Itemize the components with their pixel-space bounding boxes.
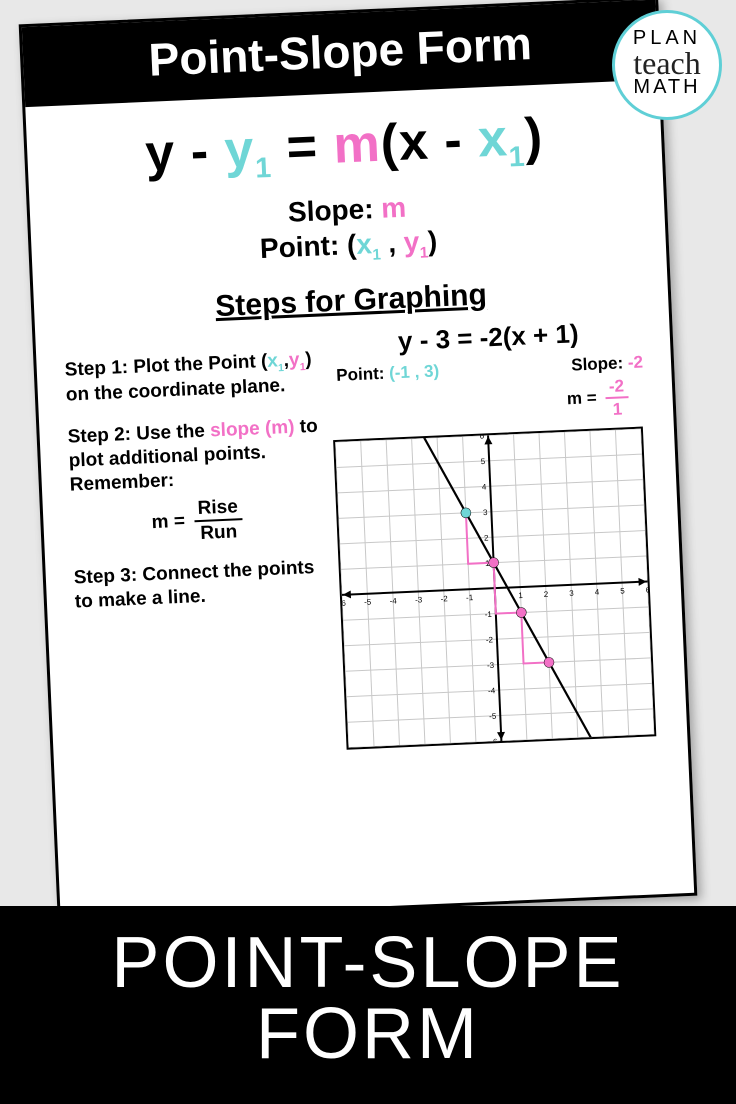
svg-text:-3: -3 [487, 660, 495, 669]
brand-logo: PLAN teach MATH [612, 10, 722, 120]
step-1: Step 1: Plot the Point (x1,y1) on the co… [64, 347, 321, 408]
svg-text:-1: -1 [466, 593, 474, 602]
svg-text:3: 3 [483, 507, 488, 516]
example-column: y - 3 = -2(x + 1) Point: (-1 , 3) Slope:… [328, 315, 665, 750]
step-3: Step 3: Connect the points to make a lin… [73, 556, 330, 615]
svg-text:1: 1 [518, 590, 523, 599]
svg-text:6: 6 [646, 585, 651, 594]
graph-svg: -6-6-5-5-4-4-3-3-2-2-1-1112233445566 [335, 428, 654, 747]
svg-text:-3: -3 [415, 595, 423, 604]
coordinate-graph: -6-6-5-5-4-4-3-3-2-2-1-1112233445566 [333, 426, 656, 749]
card-title: Point-Slope Form [22, 0, 659, 107]
svg-text:5: 5 [620, 586, 625, 595]
svg-text:-2: -2 [440, 594, 448, 603]
svg-text:-4: -4 [488, 686, 496, 695]
step-2: Step 2: Use the slope (m) to plot additi… [67, 415, 325, 497]
svg-text:-1: -1 [485, 609, 493, 618]
content-row: Step 1: Plot the Point (x1,y1) on the co… [35, 304, 688, 782]
step-2-formula: m = RiseRun [71, 494, 328, 549]
svg-text:4: 4 [482, 482, 487, 491]
formula-legend: Slope: m Point: (x1 , y1) [30, 178, 667, 279]
steps-column: Step 1: Plot the Point (x1,y1) on the co… [63, 329, 336, 761]
svg-text:-6: -6 [490, 737, 498, 746]
logo-line2: teach [615, 48, 719, 78]
svg-text:2: 2 [484, 533, 489, 542]
worksheet-card: Point-Slope Form y - y1 = m(x - x1) Slop… [19, 0, 698, 924]
svg-text:-4: -4 [389, 596, 397, 605]
footer-line2: FORM [0, 999, 736, 1070]
logo-line3: MATH [615, 78, 719, 97]
example-m-fraction: m = -21 [331, 376, 651, 430]
svg-text:-5: -5 [364, 597, 372, 606]
svg-text:2: 2 [544, 589, 549, 598]
svg-text:-6: -6 [338, 598, 346, 607]
svg-text:-2: -2 [486, 635, 494, 644]
svg-text:6: 6 [479, 431, 484, 440]
svg-text:5: 5 [481, 456, 486, 465]
svg-text:3: 3 [569, 588, 574, 597]
svg-text:4: 4 [595, 587, 600, 596]
footer-line1: POINT-SLOPE [0, 928, 736, 999]
footer-banner: POINT-SLOPE FORM [0, 906, 736, 1104]
svg-text:-5: -5 [489, 711, 497, 720]
